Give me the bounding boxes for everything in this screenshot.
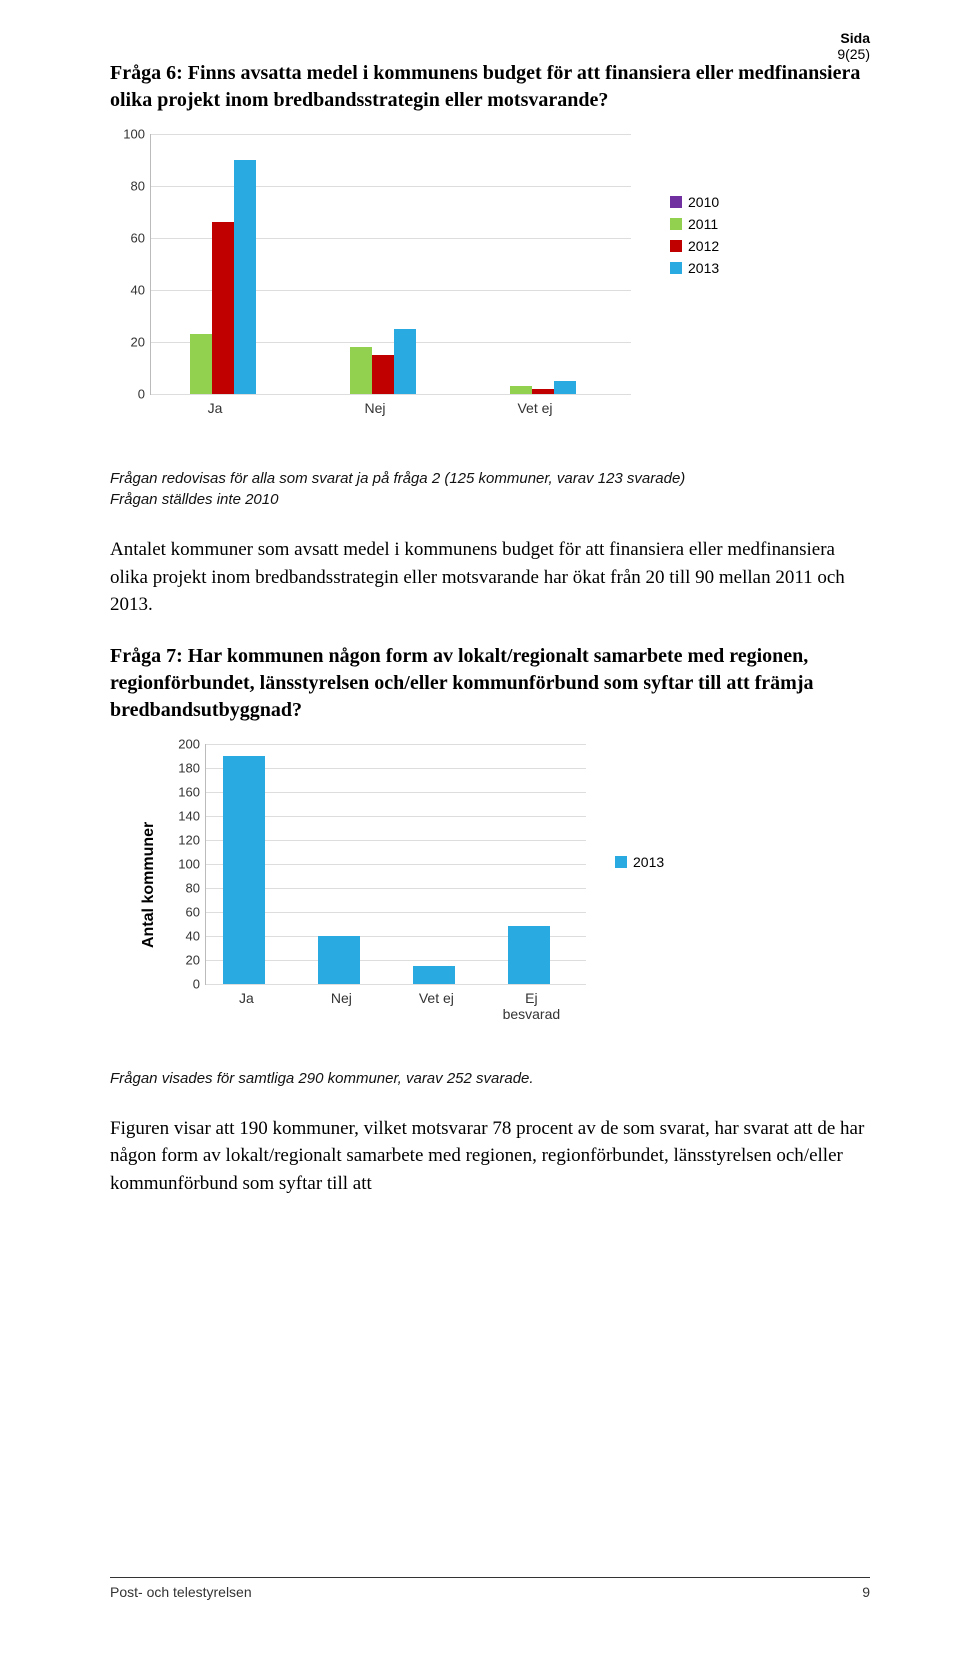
bar [212,222,234,394]
q7-paragraph: Figuren visar att 190 kommuner, vilket m… [110,1115,870,1198]
q6-paragraph: Antalet kommuner som avsatt medel i komm… [110,536,870,619]
q6-title: Fråga 6: Finns avsatta medel i kommunens… [110,60,870,114]
q7-caption: Frågan visades för samtliga 290 kommuner… [110,1068,870,1089]
ytick-label: 0 [193,976,206,991]
ytick-label: 20 [186,952,206,967]
bar [318,936,361,984]
q6-caption-line2: Frågan ställdes inte 2010 [110,491,278,508]
ytick-label: 60 [186,904,206,919]
page-number: 9(25) [837,46,870,62]
legend-swatch [670,262,682,274]
xtick-label: Nej [311,394,439,416]
bar [190,334,212,394]
bar [372,355,394,394]
ytick-label: 100 [178,856,206,871]
bar [413,966,456,984]
legend-label: 2011 [688,216,718,232]
ytick-label: 40 [186,928,206,943]
legend-item: 2013 [670,260,719,276]
ytick-label: 120 [178,832,206,847]
legend-swatch [670,218,682,230]
ytick-label: 80 [131,179,151,194]
sida-label: Sida [837,30,870,46]
xtick-label: Vet ej [471,394,599,416]
ytick-label: 160 [178,784,206,799]
q7-title: Fråga 7: Har kommunen någon form av loka… [110,643,870,724]
page-header: Sida 9(25) [837,30,870,62]
legend-item: 2011 [670,216,719,232]
legend-swatch [670,240,682,252]
footer-left: Post- och telestyrelsen [110,1584,252,1600]
bar [554,381,576,394]
legend-label: 2013 [688,260,719,276]
ytick-label: 20 [131,335,151,350]
legend-label: 2012 [688,238,719,254]
y-axis-label: Antal kommuner [140,821,158,947]
legend-item: 2013 [615,854,664,870]
ytick-label: 40 [131,283,151,298]
legend-item: 2010 [670,194,719,210]
q7-chart: Antal kommuner02040608010012014016018020… [150,744,710,1034]
bar [508,926,551,984]
xtick-label: Ja [151,394,279,416]
page: Sida 9(25) Fråga 6: Finns avsatta medel … [0,0,960,1670]
xtick-label: Ej besvarad [491,984,572,1022]
ytick-label: 100 [123,127,151,142]
bar [234,160,256,394]
bar [394,329,416,394]
ytick-label: 0 [138,387,151,402]
ytick-label: 80 [186,880,206,895]
page-footer: Post- och telestyrelsen 9 [110,1577,870,1600]
bar [223,756,266,984]
legend-label: 2013 [633,854,664,870]
bar [510,386,532,394]
legend-swatch [670,196,682,208]
ytick-label: 180 [178,760,206,775]
q6-caption: Frågan redovisas för alla som svarat ja … [110,468,870,510]
xtick-label: Nej [301,984,382,1006]
footer-right: 9 [862,1584,870,1600]
q6-caption-line1: Frågan redovisas för alla som svarat ja … [110,470,685,487]
ytick-label: 60 [131,231,151,246]
legend-swatch [615,856,627,868]
xtick-label: Ja [206,984,287,1006]
xtick-label: Vet ej [396,984,477,1006]
bar [350,347,372,394]
ytick-label: 140 [178,808,206,823]
q6-chart: 020406080100JaNejVet ej2010201120122013 [110,134,750,434]
legend-item: 2012 [670,238,719,254]
ytick-label: 200 [178,736,206,751]
legend-label: 2010 [688,194,719,210]
